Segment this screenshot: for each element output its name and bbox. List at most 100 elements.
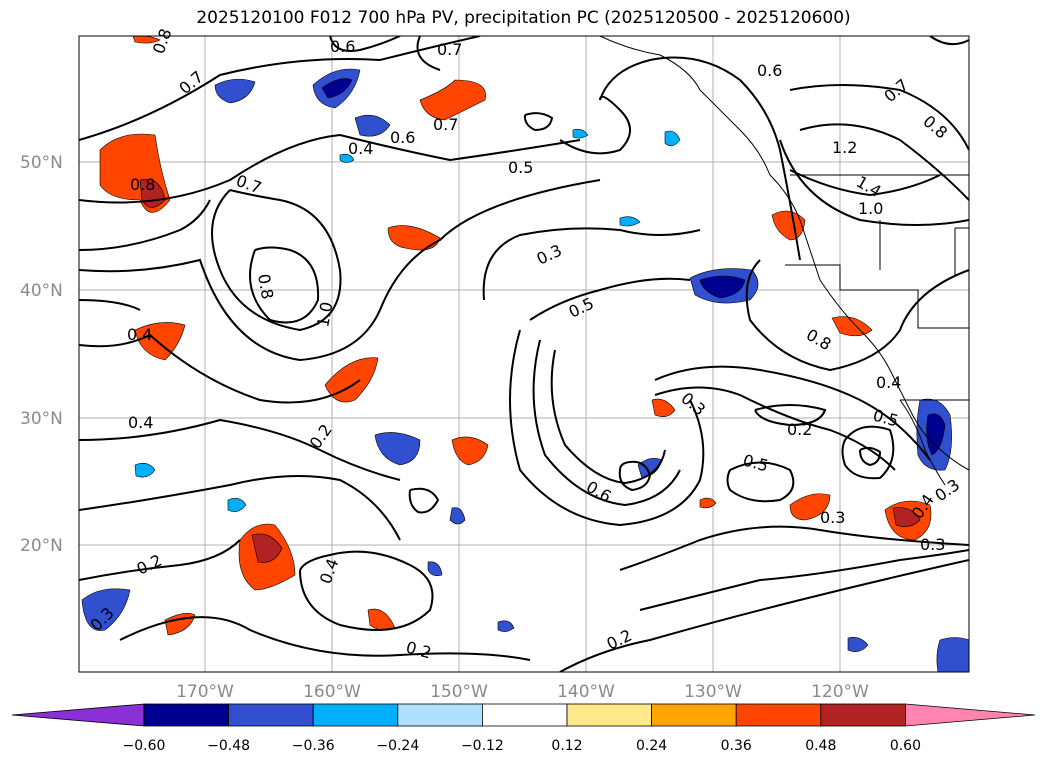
colorbar-tick-label: −0.48 xyxy=(207,738,250,754)
precip-blob xyxy=(251,533,283,563)
colorbar-segment xyxy=(820,703,906,727)
coastlines xyxy=(599,36,969,486)
precip-blob xyxy=(651,398,676,417)
pv-contours xyxy=(79,36,969,672)
contour-label: 0.7 xyxy=(433,115,458,134)
colorbar-segment xyxy=(481,703,568,727)
colorbar-tick-label: −0.36 xyxy=(292,738,335,754)
precip-blob xyxy=(699,275,746,299)
colorbar-tick-label: 0.36 xyxy=(721,738,752,754)
pv-contour-line xyxy=(745,259,969,372)
precip-blob xyxy=(134,463,156,478)
precip-blob xyxy=(699,497,717,509)
precip-negative-blobs xyxy=(81,68,969,672)
pv-contour-line xyxy=(249,246,320,324)
west-coast xyxy=(599,36,969,471)
lon-label: 170°W xyxy=(176,682,234,702)
contour-label: 0.3 xyxy=(920,535,945,554)
precip-blob xyxy=(847,637,869,652)
pv-contour-line xyxy=(532,339,681,507)
contour-label: 0.8 xyxy=(254,272,277,300)
colorbar-tick-label: −0.60 xyxy=(123,738,166,754)
precip-blob xyxy=(789,493,831,521)
precip-blob xyxy=(387,225,441,251)
precip-blob xyxy=(936,637,969,672)
precip-blob xyxy=(339,153,355,163)
precip-blob xyxy=(572,128,589,139)
colorbar-segment xyxy=(735,703,822,727)
colorbar-ticks: −0.60 −0.48 −0.36 −0.24 −0.12 0.12 0.24 … xyxy=(123,738,921,754)
pv-contour-line xyxy=(79,199,211,251)
contour-label: 0.4 xyxy=(127,325,152,344)
colorbar-segment xyxy=(228,703,314,727)
colorbar-extend-low xyxy=(11,703,145,727)
contour-label: 0.4 xyxy=(876,373,901,392)
pv-contour-line xyxy=(599,56,801,261)
precip-blob xyxy=(227,498,247,512)
precip-blob xyxy=(664,130,681,147)
colorbar-tick-label: −0.24 xyxy=(376,738,419,754)
gridlines xyxy=(79,36,969,672)
colorbar-segment xyxy=(651,703,737,727)
pv-contour-line xyxy=(929,36,969,46)
contour-label: 0.6 xyxy=(390,128,415,147)
colorbar-segment xyxy=(143,703,229,727)
colorbar xyxy=(11,703,1036,727)
precip-blob xyxy=(831,316,873,337)
latitude-labels: 50°N 40°N 30°N 20°N xyxy=(20,153,63,556)
pv-contour-line xyxy=(559,559,969,672)
colorbar-segment xyxy=(312,703,399,727)
precip-blob xyxy=(892,507,921,527)
precip-blob xyxy=(324,357,379,403)
contour-label: 1.2 xyxy=(832,138,857,157)
pv-contour-line xyxy=(408,487,440,514)
lat-label: 40°N xyxy=(20,281,63,301)
colorbar-tick-label: 0.12 xyxy=(551,738,582,754)
lon-label: 160°W xyxy=(303,682,361,702)
pv-contour-line xyxy=(789,169,941,197)
colorbar-tick-label: 0.60 xyxy=(890,738,921,754)
pv-contour-line xyxy=(654,386,896,471)
contour-label: 0.8 xyxy=(130,175,155,194)
precip-blob xyxy=(214,78,256,104)
colorbar-tick-label: 0.48 xyxy=(805,738,836,754)
pv-contour-line xyxy=(211,189,342,332)
contour-label: 0.3 xyxy=(820,508,845,527)
contour-label: 1.0 xyxy=(313,300,336,328)
map-plot-area xyxy=(79,36,969,672)
precip-blob xyxy=(354,114,391,137)
pv-contour-line xyxy=(789,84,969,151)
contour-label: 0.7 xyxy=(437,40,462,59)
lat-label: 30°N xyxy=(20,409,63,429)
pv-contour-line xyxy=(619,525,969,571)
pv-contour-line xyxy=(329,36,401,52)
colorbar-tick-label: −0.12 xyxy=(461,738,504,754)
pv-contour-line xyxy=(299,550,434,631)
pv-contour-line xyxy=(523,112,554,132)
lon-label: 120°W xyxy=(811,682,869,702)
longitude-labels: 170°W 160°W 150°W 140°W 130°W 120°W xyxy=(176,682,869,702)
pv-contour-line xyxy=(509,329,705,527)
contour-label: 0.4 xyxy=(348,139,373,158)
colorbar-extend-high xyxy=(905,703,1036,727)
pv-contour-line xyxy=(79,418,401,481)
pv-contour-line xyxy=(639,549,969,611)
pv-contour-line xyxy=(559,95,631,155)
pv-contour-line xyxy=(726,461,795,503)
baja-coast xyxy=(899,399,946,486)
precip-blob xyxy=(321,78,353,99)
lat-label: 20°N xyxy=(20,536,63,556)
pv-contour-line xyxy=(529,277,691,321)
pv-contour-line xyxy=(482,227,701,301)
lon-label: 140°W xyxy=(557,682,615,702)
lon-label: 150°W xyxy=(430,682,488,702)
pv-contour-line xyxy=(841,425,895,480)
contour-label: 0.5 xyxy=(508,158,533,177)
lon-label: 130°W xyxy=(684,682,742,702)
state-borders xyxy=(785,264,969,329)
precip-blob xyxy=(374,432,421,466)
lat-label: 50°N xyxy=(20,153,63,173)
pv-contour-line xyxy=(754,404,827,427)
map-frame xyxy=(78,35,970,673)
colorbar-segment xyxy=(397,703,483,727)
